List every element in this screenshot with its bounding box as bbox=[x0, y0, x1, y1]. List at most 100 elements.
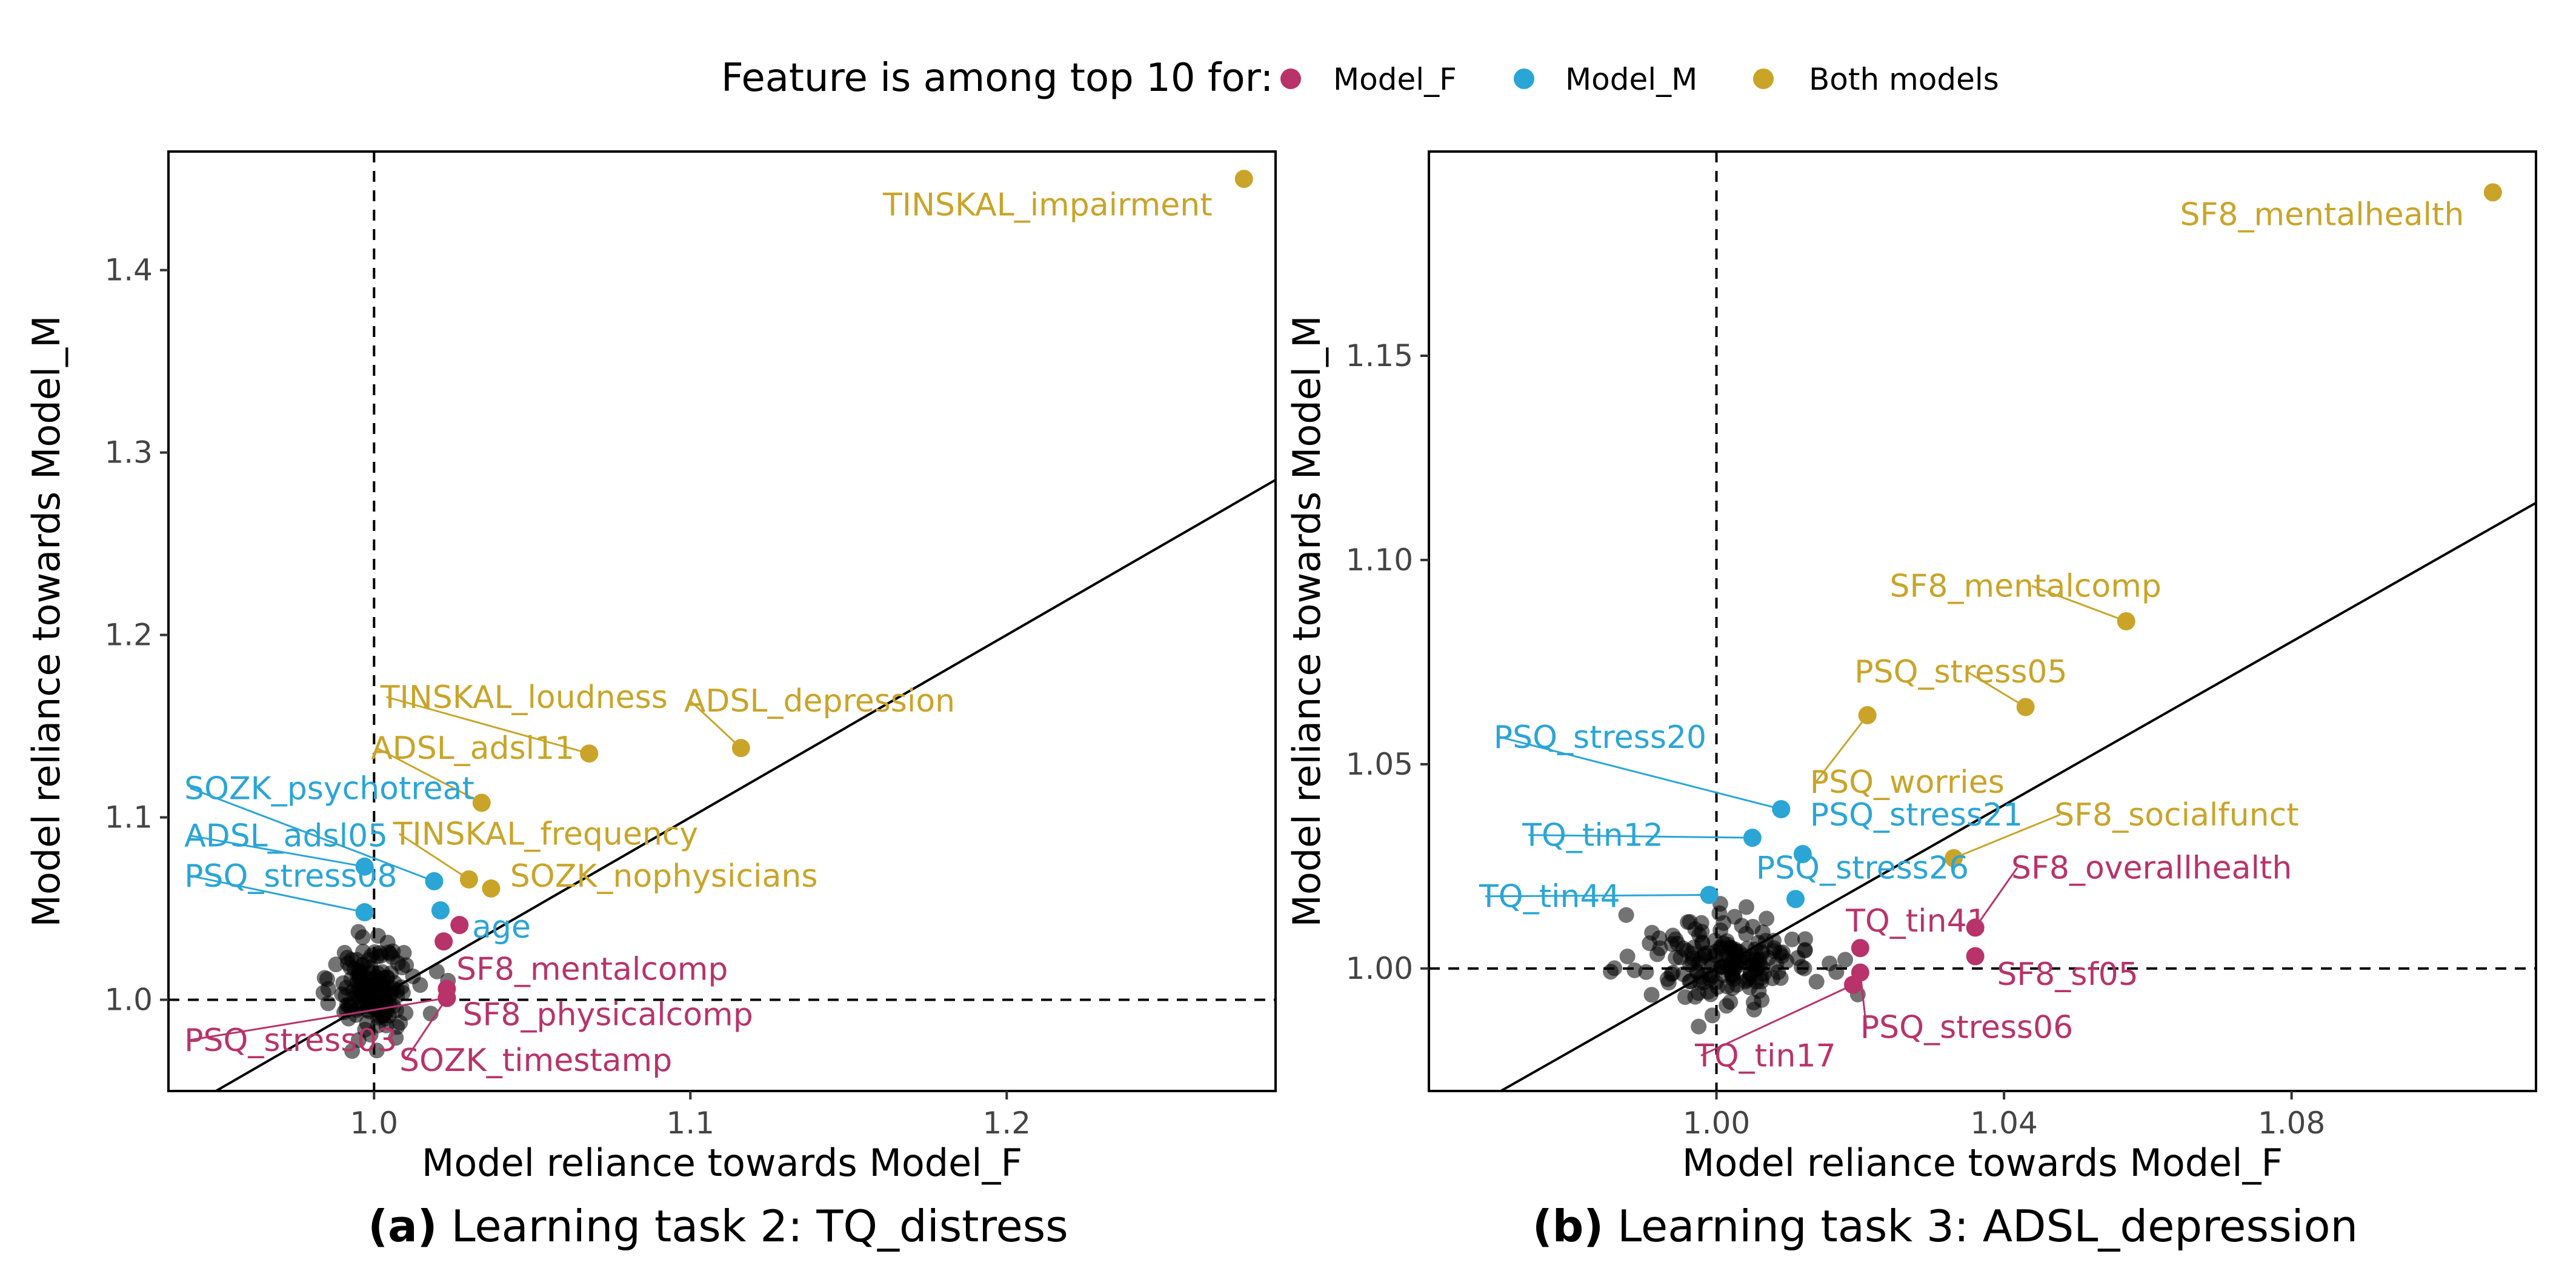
leader-line bbox=[386, 696, 590, 755]
data-point-other bbox=[1619, 949, 1636, 965]
data-point-other bbox=[1722, 994, 1739, 1010]
data-point-other bbox=[1760, 950, 1777, 966]
data-point-other bbox=[1704, 1007, 1720, 1024]
panel-b: SF8_mentalhealth SF8_mentalcomp PSQ_stress… bbox=[1285, 150, 2537, 1185]
leader-line bbox=[398, 833, 470, 881]
point-label-psq-stress08: PSQ_stress08 bbox=[184, 858, 397, 895]
data-point-other bbox=[1685, 954, 1701, 970]
data-point-other bbox=[1672, 949, 1689, 966]
data-point-other bbox=[1714, 958, 1731, 975]
data-point-other bbox=[428, 963, 445, 979]
legend: Feature is among top 10 for: Model_F Mod… bbox=[721, 56, 1999, 101]
plot-area bbox=[168, 152, 1276, 1091]
leader-line bbox=[190, 875, 365, 913]
data-point-other bbox=[1693, 915, 1709, 931]
leader-line bbox=[1974, 867, 2019, 929]
data-point-other bbox=[385, 980, 401, 996]
legend-label-model-m: Model_M bbox=[1565, 62, 1697, 97]
data-point-other bbox=[1797, 942, 1813, 958]
data-point-other bbox=[394, 959, 410, 976]
point-label-tinskal-impairment: TINSKAL_impairment bbox=[882, 187, 1213, 223]
panel-a: TINSKAL_impairment TINSKAL_loudness ADSL_d… bbox=[24, 150, 1277, 1185]
data-point-other bbox=[392, 1015, 408, 1031]
caption-a-prefix: (a) bbox=[368, 1201, 437, 1252]
leader-line bbox=[1700, 984, 1854, 1056]
x-axis-title: Model reliance towards Model_F bbox=[422, 1141, 1022, 1185]
x-tick-label: 1.08 bbox=[2258, 1106, 2325, 1141]
caption-a-text: Learning task 2: TQ_distress bbox=[451, 1201, 1068, 1252]
leader-line bbox=[190, 835, 365, 868]
data-point-other bbox=[1618, 907, 1634, 923]
leader-line bbox=[1485, 894, 1709, 898]
leader-line bbox=[1859, 972, 1868, 1027]
point-label-sf8-physicalcomp: SF8_physicalcomp bbox=[462, 997, 753, 1033]
y-tick-label: 1.00 bbox=[1346, 951, 1413, 986]
data-point-sf8-mentalcomp bbox=[434, 932, 453, 951]
point-label-psq-worries: PSQ_worries bbox=[1810, 764, 2005, 801]
data-point-sozk-nophysicians bbox=[482, 879, 501, 898]
data-point-psq-stress21 bbox=[1793, 845, 1812, 864]
data-point-sf8-mentalhealth bbox=[2483, 183, 2502, 202]
point-label-sf8-overallhealth: SF8_overallhealth bbox=[2011, 850, 2292, 887]
leader-line bbox=[1528, 834, 1752, 839]
leader-line bbox=[404, 997, 448, 1061]
data-point-age bbox=[431, 901, 450, 920]
data-point-other bbox=[1687, 989, 1703, 1005]
point-label-sf8-sf05: SF8_sf05 bbox=[1997, 956, 2138, 993]
data-point-other bbox=[1603, 964, 1619, 980]
point-label-age: age bbox=[472, 909, 531, 946]
leader-line bbox=[190, 997, 447, 1041]
data-point-other bbox=[1652, 940, 1668, 956]
legend-swatch-model-f bbox=[1280, 68, 1301, 89]
data-point-other bbox=[1822, 955, 1838, 972]
y-tick-label: 1.05 bbox=[1346, 747, 1413, 782]
data-point-other bbox=[1732, 953, 1748, 970]
data-point-other bbox=[334, 986, 350, 1003]
data-point-other bbox=[354, 929, 371, 946]
data-point-other bbox=[1707, 932, 1723, 949]
y-tick-label: 1.3 bbox=[104, 435, 153, 470]
leader-line bbox=[2031, 585, 2127, 622]
data-point-other bbox=[1738, 899, 1754, 915]
point-label-psq-stress21: PSQ_stress21 bbox=[1810, 797, 2023, 833]
data-point-tq-tin41 bbox=[1851, 939, 1869, 958]
legend-swatch-model-m bbox=[1514, 68, 1534, 89]
y-axis-title: Model reliance towards Model_M bbox=[24, 315, 68, 927]
point-label-sf8-mentalcomp: SF8_mentalcomp bbox=[456, 951, 728, 987]
data-point-sf8-sf05 bbox=[1966, 947, 1985, 966]
y-tick-label: 1.2 bbox=[104, 618, 153, 653]
point-label-sozk-timestamp: SOZK_timestamp bbox=[399, 1043, 672, 1079]
data-point-other bbox=[1772, 970, 1789, 986]
point-label-sozk-nophysicians: SOZK_nophysicians bbox=[510, 858, 818, 895]
plot-area bbox=[1429, 152, 2536, 1091]
y-tick-label: 1.1 bbox=[104, 800, 153, 835]
data-point-other bbox=[350, 969, 366, 985]
point-label-adsl-adsl11: ADSL_adsl11 bbox=[371, 730, 574, 767]
data-point-other bbox=[319, 971, 335, 987]
x-tick-label: 1.0 bbox=[350, 1106, 399, 1141]
point-label-sf8-socialfunct: SF8_socialfunct bbox=[2054, 797, 2298, 833]
data-point-other bbox=[1626, 962, 1643, 978]
y-tick-label: 1.10 bbox=[1346, 542, 1413, 578]
data-point-other bbox=[344, 952, 360, 968]
caption-b-prefix: (b) bbox=[1533, 1201, 1603, 1252]
data-point-other bbox=[1643, 987, 1660, 1003]
data-point-other bbox=[1709, 979, 1726, 995]
data-point-other bbox=[388, 1030, 404, 1046]
x-tick-label: 1.04 bbox=[1970, 1106, 2037, 1141]
data-point-other bbox=[1729, 976, 1745, 993]
point-label-tq-tin17: TQ_tin17 bbox=[1694, 1038, 1836, 1075]
legend-title: Feature is among top 10 for: bbox=[721, 56, 1273, 101]
y-tick-label: 1.15 bbox=[1346, 338, 1413, 373]
data-point-other bbox=[1734, 918, 1750, 934]
legend-label-model-f: Model_F bbox=[1333, 62, 1457, 97]
point-label-adsl-adsl05: ADSL_adsl05 bbox=[184, 818, 388, 855]
y-axis-title: Model reliance towards Model_M bbox=[1285, 315, 1329, 927]
data-point-other bbox=[1702, 967, 1718, 983]
data-point-other bbox=[379, 935, 396, 951]
data-point-other bbox=[367, 944, 383, 960]
x-tick-label: 1.2 bbox=[983, 1106, 1031, 1141]
data-point-other bbox=[1691, 927, 1707, 943]
point-label-sf8-mentalcomp: SF8_mentalcomp bbox=[1889, 569, 2161, 605]
data-point-other bbox=[1638, 964, 1654, 980]
